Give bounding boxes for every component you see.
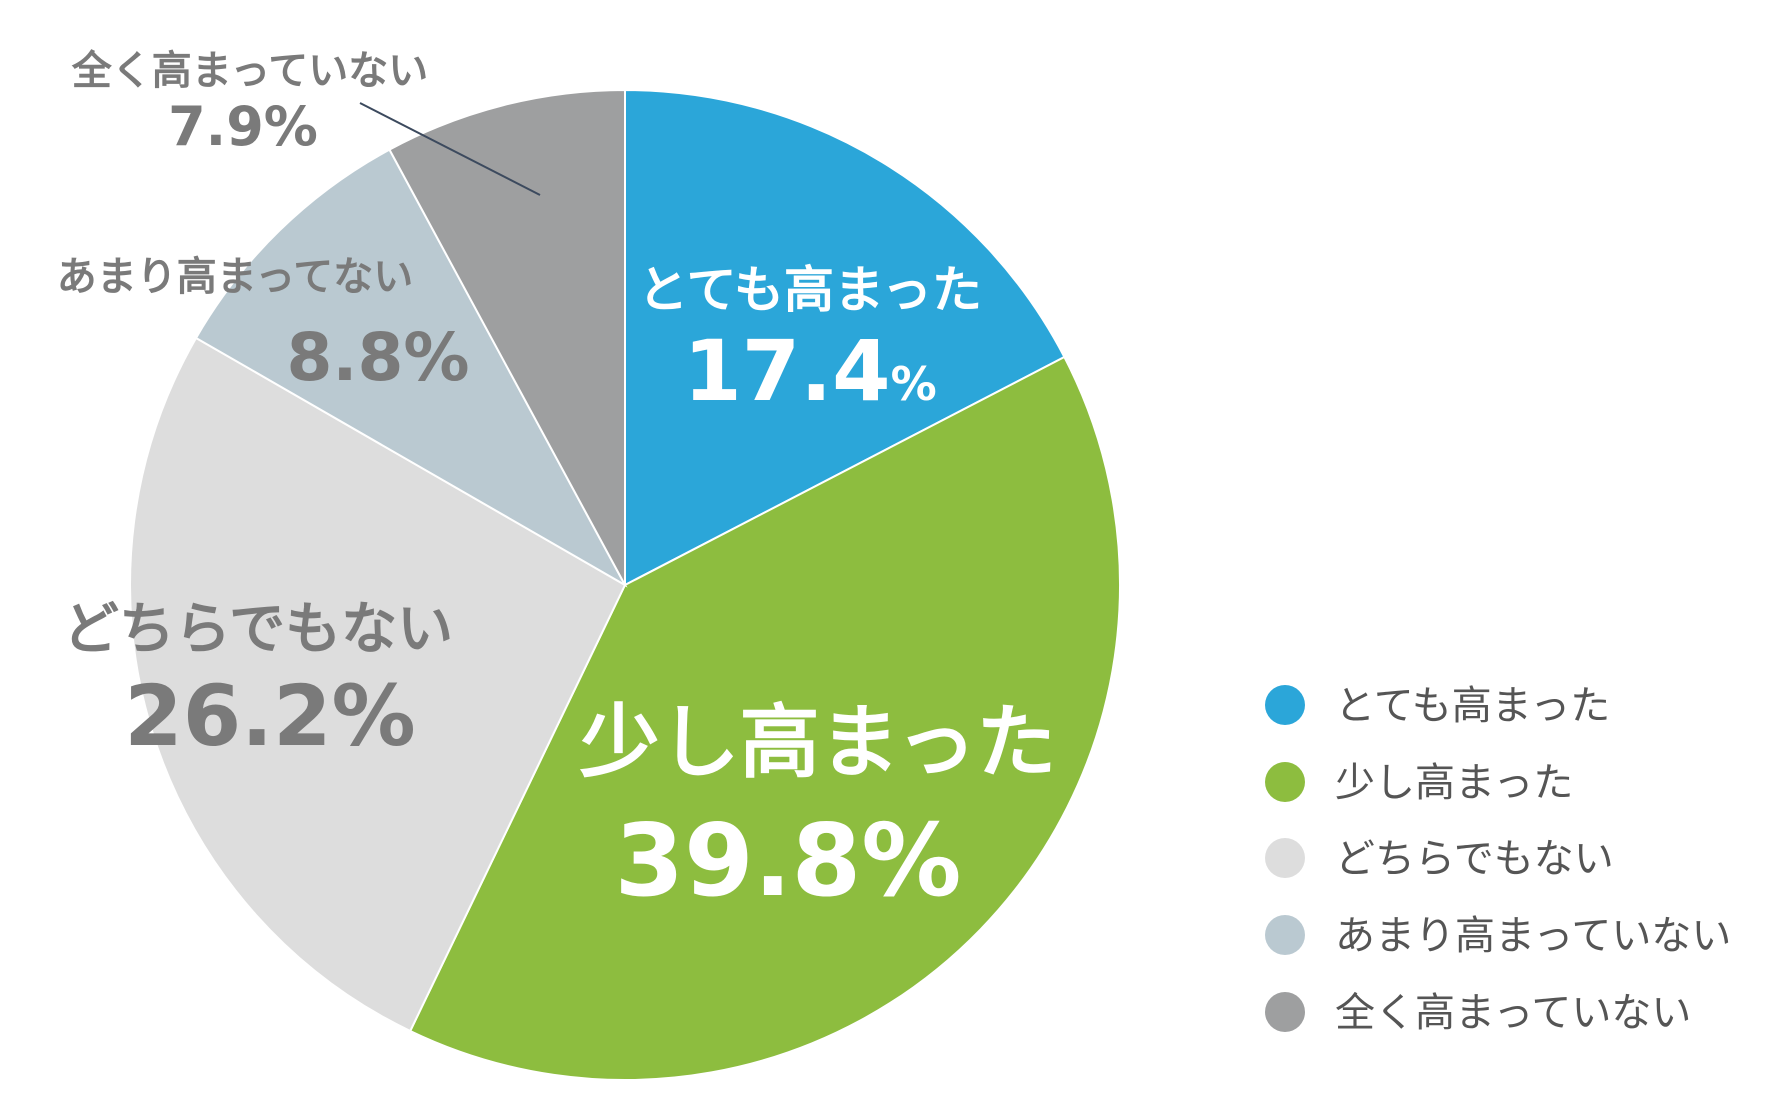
slice-value-unit-3: % [403,319,469,396]
slice-value-3: 8.8% [286,319,469,396]
slice-value-2: 26.2% [124,667,415,765]
slice-value-4: 7.9% [168,95,318,158]
slice-value-number-1: 39.8 [615,802,862,919]
legend-item-1: 少し高まった [1265,760,1573,806]
legend-swatch-4 [1265,992,1305,1032]
leader-line [359,102,541,196]
legend-item-3: あまり高まっていない [1265,913,1731,959]
legend: とても高まった 少し高まった どちらでもない あまり高まっていない 全く高まって… [1265,683,1731,1036]
slice-label-1: 少し高まった [580,696,1057,789]
slice-label-3: あまり高まってない [57,254,413,300]
slice-label-2: どちらでもない [63,597,453,662]
slice-value-unit-2: % [332,667,416,765]
slice-value-1: 39.8% [615,802,962,919]
legend-swatch-1 [1265,762,1305,802]
slice-value-number-4: 7.9 [168,95,264,158]
slice-label-4: 全く高まっていない [71,48,428,94]
pie-slice-2 [129,336,627,1033]
slice-value-unit-0: % [891,357,937,411]
slice-value-unit-1: % [861,802,961,919]
legend-swatch-3 [1265,915,1305,955]
pie-slice-0 [624,88,1066,587]
pie-slice-1 [408,355,1121,1081]
slice-value-number-2: 26.2 [124,667,331,765]
legend-label-2: どちらでもない [1335,836,1614,882]
legend-label-0: とても高まった [1335,683,1610,729]
legend-item-0: とても高まった [1265,683,1610,729]
legend-label-4: 全く高まっていない [1335,990,1691,1036]
legend-label-1: 少し高まった [1335,760,1573,806]
legend-item-2: どちらでもない [1265,836,1614,882]
pie-slice-3 [194,148,628,588]
slice-label-0: とても高まった [638,261,982,319]
slice-value-0: 17.4% [683,322,936,420]
legend-item-4: 全く高まっていない [1265,990,1691,1036]
legend-swatch-2 [1265,838,1305,878]
legend-label-3: あまり高まっていない [1335,913,1731,959]
pie-slice-4 [388,88,626,586]
slice-value-number-0: 17.4 [683,322,890,420]
legend-swatch-0 [1265,685,1305,725]
slice-value-unit-4: % [264,95,318,158]
slice-value-number-3: 8.8 [286,319,403,396]
pie-slices [129,88,1121,1081]
